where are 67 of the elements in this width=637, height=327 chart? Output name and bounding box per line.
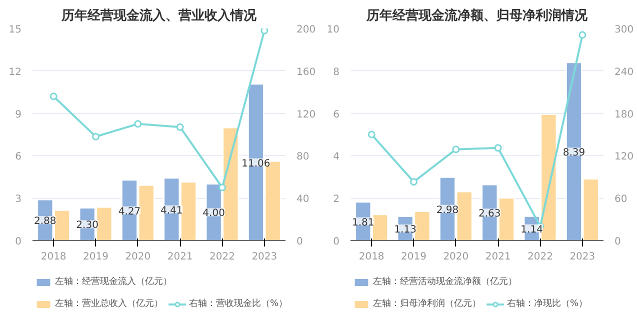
y2-tick-label: 40 [296, 194, 310, 206]
point [494, 144, 502, 152]
x-tick-label: 2022 [528, 252, 553, 262]
y2-tick-label: 120 [296, 109, 316, 120]
legend-label: 右轴：营收现金比（%） [189, 298, 286, 310]
x-tick-label: 2020 [443, 252, 469, 262]
y2-tick-label: 180 [614, 109, 634, 120]
y2-tick-label: 240 [614, 66, 634, 78]
x-tick-label: 2021 [485, 252, 511, 262]
y-tick-label: 8 [333, 66, 340, 78]
data-label: 2.98 [436, 204, 459, 216]
data-label: 4.27 [118, 206, 141, 218]
x-tick-label: 2023 [252, 252, 278, 262]
point [176, 123, 184, 131]
data-label: 8.39 [562, 148, 586, 159]
y-tick-label: 12 [8, 66, 22, 78]
y-tick-label: 0 [15, 236, 22, 248]
point [218, 184, 226, 192]
y-tick-label: 9 [15, 109, 22, 120]
x-tick-label: 2019 [401, 252, 426, 262]
legend-label: 右轴：净现比（%） [507, 298, 588, 310]
y-tick-label: 10 [326, 24, 340, 36]
point [368, 130, 376, 138]
y2-tick-label: 80 [296, 152, 310, 163]
data-label: 1.81 [352, 217, 374, 228]
data-label: 2.63 [478, 208, 501, 220]
x-tick-label: 2018 [358, 252, 384, 262]
point [410, 178, 418, 186]
y2-tick-label: 160 [296, 66, 316, 78]
point [452, 146, 460, 154]
y-tick-label: 4 [333, 152, 340, 163]
data-label: 2.30 [76, 220, 98, 232]
data-label: 11.06 [242, 158, 270, 170]
y-tick-label: 6 [333, 109, 340, 120]
chart-title: 历年经营现金流净额、归母净利润情况 [366, 8, 588, 24]
y2-tick-label: 300 [614, 24, 634, 36]
x-tick-label: 2018 [40, 252, 66, 262]
data-label: 4.41 [160, 205, 183, 216]
data-label: 1.13 [394, 224, 416, 236]
point [134, 120, 142, 128]
data-label: 2.88 [34, 216, 56, 228]
y2-tick-label: 0 [614, 236, 621, 248]
point [578, 31, 586, 39]
y2-tick-label: 60 [614, 194, 628, 206]
x-tick-label: 2020 [125, 252, 151, 262]
legend-label: 左轴：归母净利润（亿元） [373, 298, 481, 310]
point [260, 28, 268, 34]
y-tick-label: 3 [15, 194, 22, 206]
y-tick-label: 15 [8, 24, 22, 36]
x-tick-label: 2023 [570, 252, 596, 262]
y2-tick-label: 200 [296, 24, 316, 36]
data-label: 4.00 [202, 208, 225, 220]
y-tick-label: 0 [333, 236, 340, 248]
x-tick-label: 2021 [167, 252, 193, 262]
chart-title: 历年经营现金流入、营业收入情况 [60, 8, 258, 24]
legend-label: 左轴：营业总收入（亿元） [55, 298, 163, 310]
point [50, 92, 58, 100]
point [92, 132, 100, 140]
legend-label: 左轴：经营现金流入（亿元） [55, 276, 172, 288]
y2-tick-label: 0 [296, 236, 303, 248]
y2-tick-label: 120 [614, 152, 634, 163]
x-tick-label: 2019 [83, 252, 108, 262]
legend-label: 左轴：经营活动现金流净额（亿元） [373, 276, 517, 288]
x-tick-label: 2022 [210, 252, 235, 262]
data-label: 1.14 [520, 224, 543, 236]
y-tick-label: 6 [15, 152, 22, 163]
y-tick-label: 2 [333, 194, 340, 206]
